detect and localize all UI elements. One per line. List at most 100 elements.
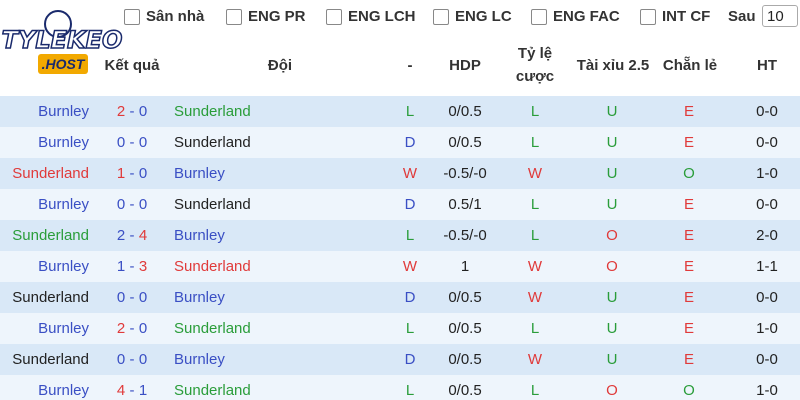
result: W xyxy=(402,165,418,182)
filter-label: ENG PR xyxy=(248,8,306,25)
select[interactable]: 10 xyxy=(762,5,798,27)
over-under: U xyxy=(606,165,618,182)
header: cược xyxy=(515,68,555,85)
odd-even: E xyxy=(683,320,694,337)
header: Chẵn lẻ xyxy=(662,57,718,74)
table-row: Burnley 2-0 Sunderland L 0/0.5 L U E 0-0 xyxy=(0,96,800,127)
away-score: 0 xyxy=(138,320,148,337)
away-score: 1 xyxy=(138,382,148,399)
home-score: 4 xyxy=(116,382,126,399)
filter-bar: Sân nhà ENG PR ENG LCH ENG LC ENG FAC INT CF S… xyxy=(0,0,800,34)
over-under: U xyxy=(606,320,618,337)
checkbox[interactable] xyxy=(226,9,242,25)
result: L xyxy=(405,320,415,337)
away-team: Burnley xyxy=(174,227,225,244)
handicap: -0.5/-0 xyxy=(443,227,487,244)
header: Tỷ lệ xyxy=(517,45,553,62)
filter-label: ENG FAC xyxy=(553,8,620,25)
odds-result: L xyxy=(530,134,540,151)
half-time: 0-0 xyxy=(756,134,778,151)
home-team: Burnley xyxy=(38,258,89,275)
away-score: 0 xyxy=(138,196,148,213)
half-time: 0-0 xyxy=(756,196,778,213)
half-time: 1-0 xyxy=(756,165,778,182)
half-time: 1-0 xyxy=(756,320,778,337)
table-row: Sunderland 0-0 Burnley D 0/0.5 W U E 0-0 xyxy=(0,282,800,313)
checkbox[interactable] xyxy=(433,9,449,25)
odds-result: L xyxy=(530,227,540,244)
header: HDP xyxy=(449,57,481,74)
result: L xyxy=(405,227,415,244)
away-team: Sunderland xyxy=(174,103,251,120)
home-score: 2 xyxy=(116,320,126,337)
handicap: -0.5/-0 xyxy=(443,165,487,182)
odd-even: O xyxy=(683,165,695,182)
logo-text: .HOST xyxy=(42,56,86,72)
result: L xyxy=(405,103,415,120)
home-score: 0 xyxy=(116,289,126,306)
score-separator: - xyxy=(129,134,135,151)
odd-even: E xyxy=(683,258,694,275)
odd-even: E xyxy=(683,227,694,244)
half-time: 1-0 xyxy=(756,382,778,399)
away-team: Sunderland xyxy=(174,320,251,337)
result: L xyxy=(405,382,415,399)
home-team: Burnley xyxy=(38,320,89,337)
result: D xyxy=(404,289,416,306)
odds-result: L xyxy=(530,382,540,399)
handicap: 0/0.5 xyxy=(448,351,482,368)
handicap: 0/0.5 xyxy=(448,134,482,151)
table-row: Burnley 0-0 Sunderland D 0.5/1 L U E 0-0 xyxy=(0,189,800,220)
checkbox[interactable] xyxy=(326,9,342,25)
odds-result: L xyxy=(530,103,540,120)
table-row: Sunderland 1-0 Burnley W -0.5/-0 W U O 1-0 xyxy=(0,158,800,189)
home-score: 1 xyxy=(116,258,126,275)
home-score: 0 xyxy=(116,134,126,151)
checkbox[interactable] xyxy=(124,9,140,25)
odd-even: E xyxy=(683,196,694,213)
away-score: 0 xyxy=(138,289,148,306)
odds-result: W xyxy=(527,258,543,275)
over-under: U xyxy=(606,289,618,306)
away-score: 0 xyxy=(138,103,148,120)
logo: TYLEKEO .HOST xyxy=(1,10,123,74)
over-under: O xyxy=(606,258,618,275)
handicap: 1 xyxy=(460,258,470,275)
over-under: U xyxy=(606,134,618,151)
result: D xyxy=(404,134,416,151)
result: W xyxy=(402,258,418,275)
over-under: U xyxy=(606,196,618,213)
odds-result: L xyxy=(530,196,540,213)
score-separator: - xyxy=(129,351,135,368)
away-team: Burnley xyxy=(174,351,225,368)
home-team: Burnley xyxy=(38,382,89,399)
away-team: Sunderland xyxy=(174,382,251,399)
home-team: Sunderland xyxy=(12,351,89,368)
home-team: Burnley xyxy=(38,196,89,213)
logo-text: TYLEKEO xyxy=(2,26,123,54)
handicap: 0/0.5 xyxy=(448,320,482,337)
home-team: Burnley xyxy=(38,103,89,120)
odds-result: W xyxy=(527,351,543,368)
away-score: 0 xyxy=(138,134,148,151)
checkbox[interactable] xyxy=(640,9,656,25)
away-score: 3 xyxy=(138,258,148,275)
home-score: 2 xyxy=(116,103,126,120)
half-time: 2-0 xyxy=(756,227,778,244)
odd-even: E xyxy=(683,351,694,368)
home-score: 2 xyxy=(116,227,126,244)
handicap: 0/0.5 xyxy=(448,289,482,306)
away-score: 0 xyxy=(138,165,148,182)
away-score: 4 xyxy=(138,227,148,244)
away-team: Burnley xyxy=(174,289,225,306)
checkbox[interactable] xyxy=(531,9,547,25)
header: Đội xyxy=(267,57,293,74)
score-separator: - xyxy=(129,382,135,399)
table-row: Burnley 4-1 Sunderland L 0/0.5 L O O 1-0 xyxy=(0,375,800,400)
filter-label: Sân nhà xyxy=(146,8,205,25)
handicap: 0/0.5 xyxy=(448,382,482,399)
odd-even: O xyxy=(683,382,695,399)
ball-icon xyxy=(44,10,72,38)
odds-result: W xyxy=(527,289,543,306)
over-under: O xyxy=(606,382,618,399)
